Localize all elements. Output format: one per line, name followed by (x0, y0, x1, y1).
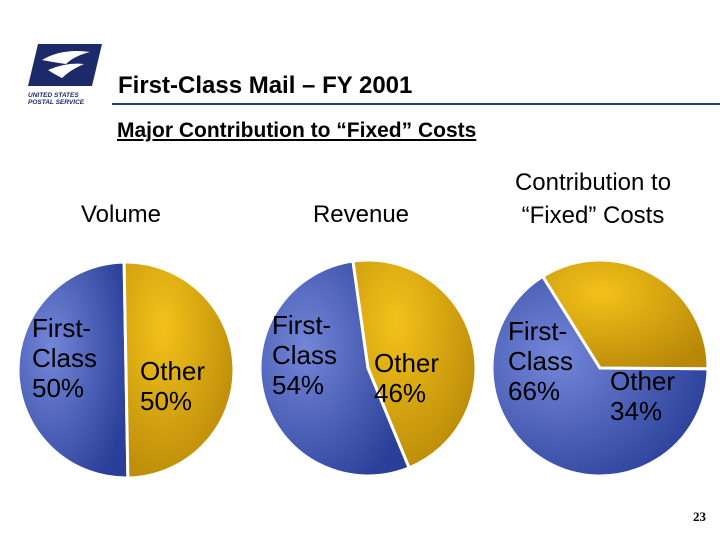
pie-1-label-1-line-0: Other (374, 348, 439, 378)
title-rule (112, 103, 720, 105)
page-number: 23 (693, 509, 706, 524)
pie-2-label-1-line-0: Other (610, 366, 675, 396)
pie-0-label-0-line-2: 50% (32, 373, 84, 403)
pie-0-slice-0 (16, 260, 130, 480)
logo-line-2: POSTAL SERVICE (28, 99, 85, 106)
logo-line-1: UNITED STATES (28, 92, 79, 99)
page-subtitle: Major Contribution to “Fixed” Costs (117, 119, 477, 142)
chart-title-contribution: Contribution to “Fixed” Costs (478, 166, 708, 232)
pie-0-label-1-line-0: Other (140, 356, 205, 386)
eagle-icon (28, 44, 102, 86)
pie-2-slice-1 (540, 258, 710, 371)
pie-1-slice-1 (351, 258, 478, 470)
pie-2-label-0-line-0: First- (508, 316, 567, 346)
chart-title-contribution-line-2: “Fixed” Costs (521, 202, 665, 229)
pie-2-label-1-line-1: 34% (610, 396, 662, 426)
pie-2-slice-0 (490, 274, 710, 478)
pie-0-label-0-line-0: First- (32, 313, 91, 343)
pie-1-label-0-line-0: First- (272, 310, 331, 340)
pie-0-label-0: First-Class 50% (32, 313, 97, 403)
usps-logo: UNITED STATES POSTAL SERVICE (22, 40, 106, 110)
pie-2-label-0-line-2: 66% (508, 376, 560, 406)
pie-1-label-1: Other 46% (374, 348, 439, 408)
pie-1-label-0-line-2: 54% (272, 370, 324, 400)
page-title: First-Class Mail – FY 2001 (118, 72, 413, 99)
pie-0-slice-1 (122, 260, 236, 480)
pie-0-label-1-line-1: 50% (140, 386, 192, 416)
pie-0-label-0-line-1: Class (32, 343, 97, 373)
pie-1-slice-0 (258, 259, 412, 478)
logo-text: UNITED STATES POSTAL SERVICE (22, 92, 112, 106)
pie-1-label-1-line-1: 46% (374, 378, 426, 408)
pie-1-label-0: First-Class 54% (272, 310, 337, 400)
chart-title-volume: Volume (80, 201, 162, 228)
pie-2-label-0: First-Class 66% (508, 316, 573, 406)
pie-2-label-0-line-1: Class (508, 346, 573, 376)
chart-title-contribution-line-1: Contribution to (514, 169, 672, 196)
pie-2-label-1: Other 34% (610, 366, 675, 426)
pie-1-label-0-line-1: Class (272, 340, 337, 370)
pie-0-label-1: Other 50% (140, 356, 205, 416)
chart-title-revenue: Revenue (312, 201, 410, 228)
